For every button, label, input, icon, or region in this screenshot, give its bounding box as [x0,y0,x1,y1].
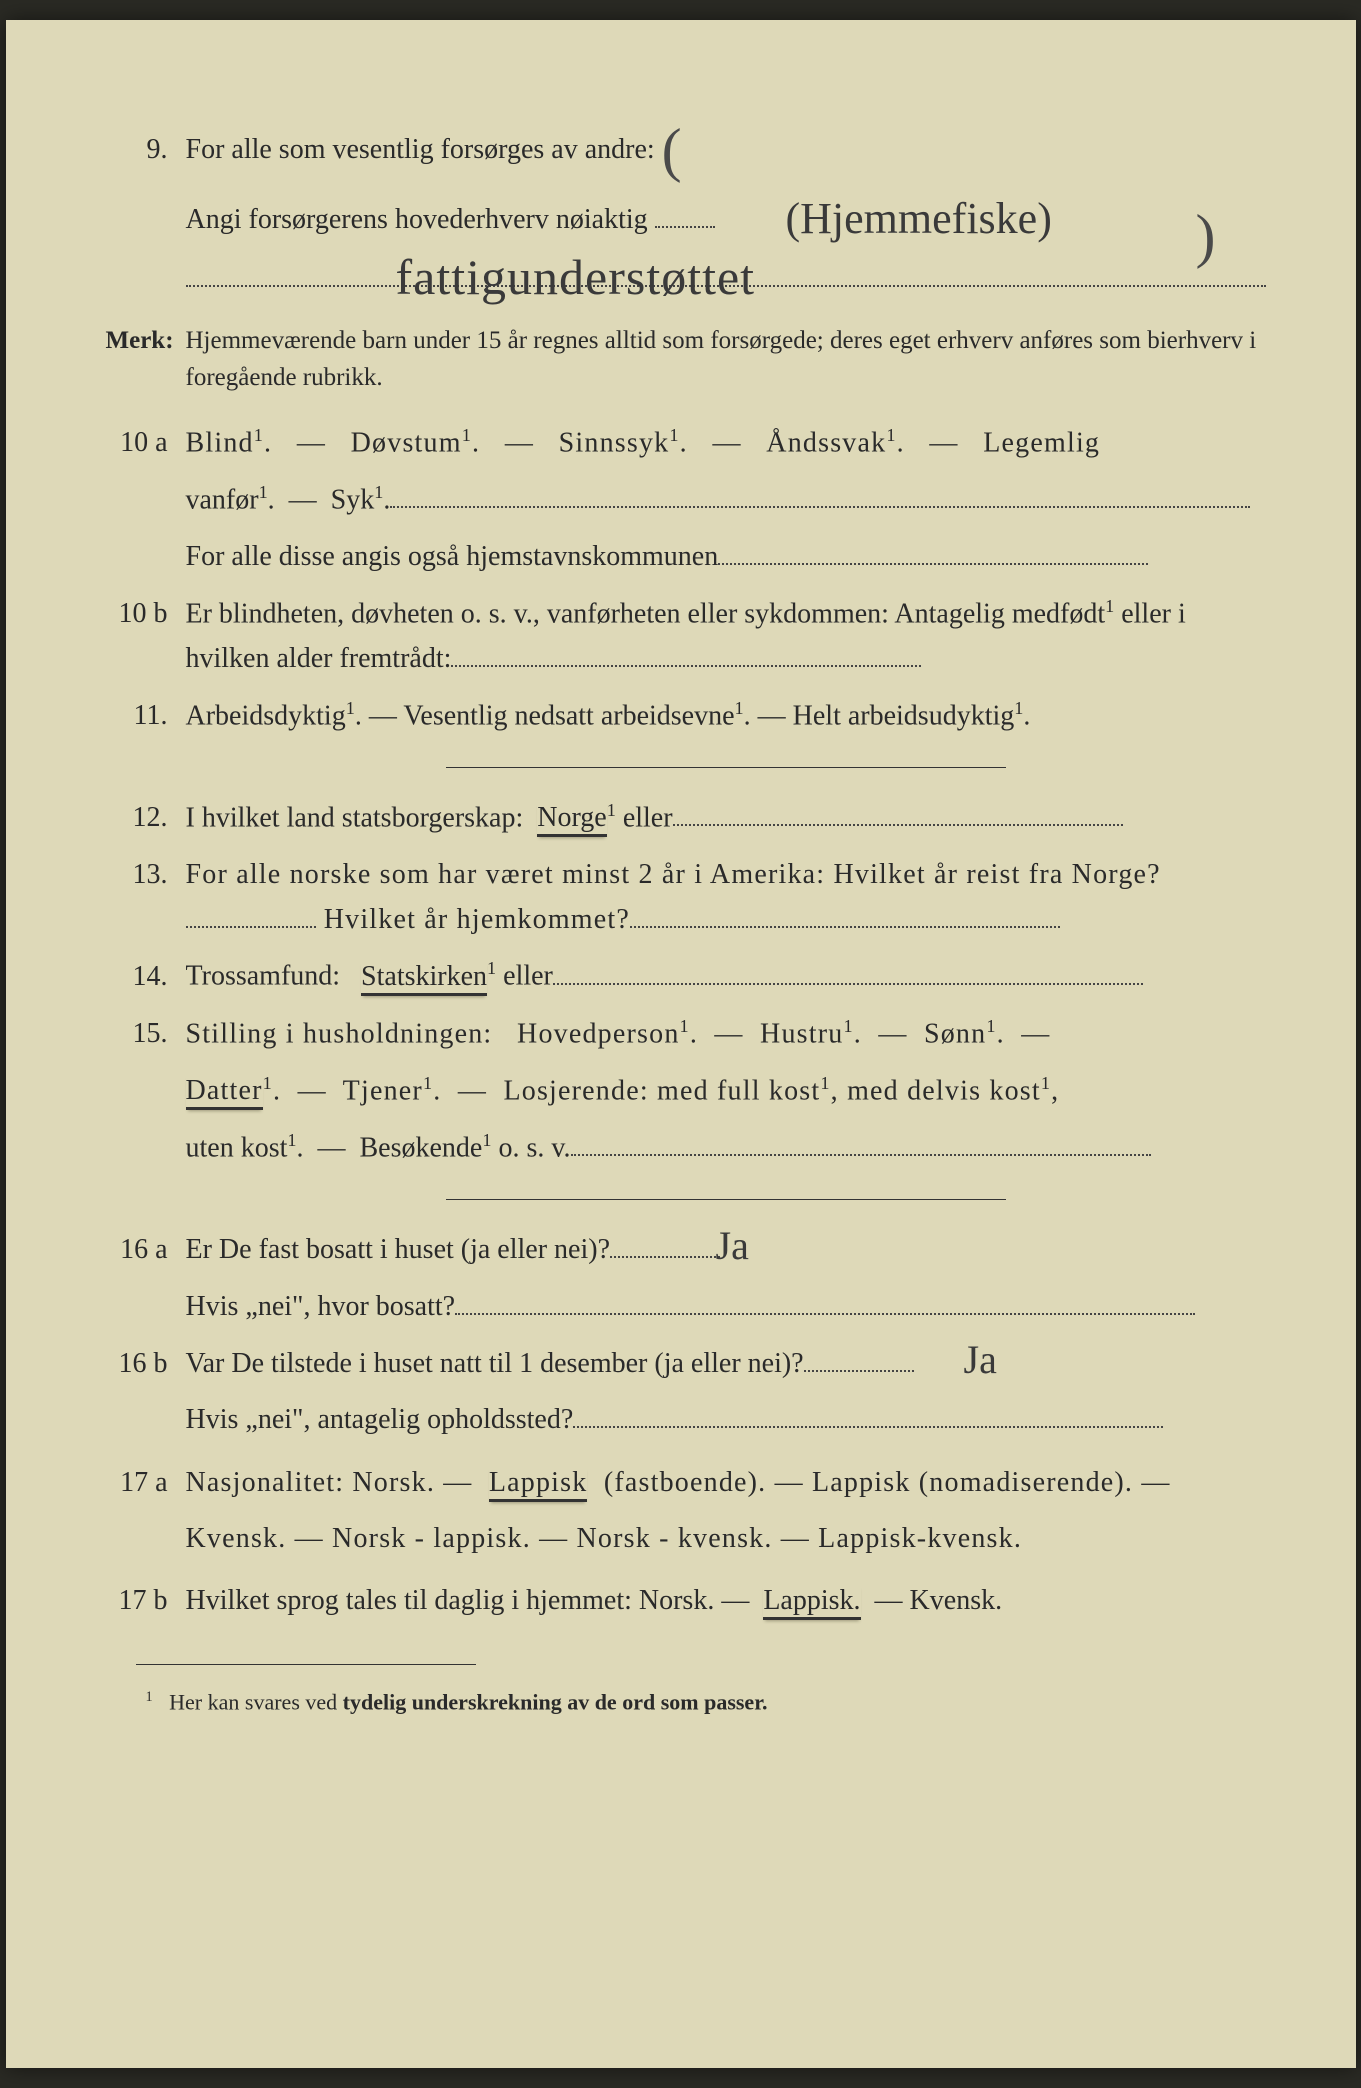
merk-label: Merk: [106,322,186,360]
merk-text: Hjemmeværende barn under 15 år regnes al… [186,322,1266,397]
q10a-line3: For alle disse angis også hjemstavnskomm… [106,535,1266,580]
q16a-line1: 16 a Er De fast bosatt i huset (ja eller… [106,1228,1266,1273]
q16a-line2: Hvis „nei", hvor bosatt? [106,1285,1266,1330]
q13-num: 13. [106,853,186,898]
q9-num: 9. [106,128,186,173]
q9-line3: fattigunderstøttet [106,255,1266,302]
merk-row: Merk: Hjemmeværende barn under 15 år reg… [106,322,1266,397]
footnote: 1 Her kan svares ved tydelig underskrekn… [106,1689,1266,1715]
q15-underlined: Datter [186,1075,263,1110]
census-form-page: 9. For alle som vesentlig forsørges av a… [6,20,1356,2068]
q14-underlined: Statskirken [361,961,487,996]
q14-num: 14. [106,955,186,1000]
footnote-divider [136,1664,476,1665]
q16a-hand: Ja [716,1214,749,1278]
q17b: 17 b Hvilket sprog tales til daglig i hj… [106,1579,1266,1624]
divider-1 [446,767,1006,768]
q9-text2: Angi forsørgerens hovederhverv nøiaktig [186,204,648,235]
q17a-num: 17 a [106,1461,186,1506]
q16b-line1: 16 b Var De tilstede i huset natt til 1 … [106,1342,1266,1387]
q9-text1: For alle som vesentlig forsørges av andr… [186,134,655,165]
q10b-num: 10 b [106,592,186,637]
q14: 14. Trossamfund: Statskirken1 eller [106,954,1266,999]
q12: 12. I hvilket land statsborgerskap: Norg… [106,796,1266,841]
q11: 11. Arbeidsdyktig1. — Vesentlig nedsatt … [106,694,1266,739]
q10a-line1: 10 a Blind1. — Døvstum1. — Sinnssyk1. — … [106,421,1266,466]
q16a-num: 16 a [106,1228,186,1273]
divider-2 [446,1199,1006,1200]
q16b-line2: Hvis „nei", antagelig opholdssted? [106,1398,1266,1443]
q16b-hand: Ja [964,1328,997,1392]
q10a-num: 10 a [106,421,186,466]
q13: 13. For alle norske som har været minst … [106,853,1266,943]
q17a-underlined: Lappisk [489,1467,588,1502]
q15-line3: uten kost1. — Besøkende1 o. s. v. [106,1126,1266,1171]
q11-num: 11. [106,694,186,739]
q10b-line1: 10 b Er blindheten, døvheten o. s. v., v… [106,592,1266,682]
footnote-num: 1 [146,1689,153,1705]
q9-hand-paren-open: ( [662,117,682,183]
q12-underlined: Norge [537,802,606,837]
q12-num: 12. [106,796,186,841]
q15-line1: 15. Stilling i husholdningen: Hovedperso… [106,1012,1266,1057]
q17b-underlined: Lappisk. [763,1585,860,1620]
q15-num: 15. [106,1012,186,1057]
q17a: 17 a Nasjonalitet: Norsk. — Lappisk (fas… [106,1455,1266,1567]
q16b-num: 16 b [106,1342,186,1387]
q9-line1: 9. For alle som vesentlig forsørges av a… [106,90,1266,186]
q9-handwritten1: (Hjemmefiske) [786,184,1052,254]
q15-line2: Datter1. — Tjener1. — Losjerende: med fu… [106,1069,1266,1114]
q17b-num: 17 b [106,1579,186,1624]
q10a-line2: vanfør1. — Syk1. [106,478,1266,523]
q9-handwritten2: fattigunderstøttet [396,237,756,317]
